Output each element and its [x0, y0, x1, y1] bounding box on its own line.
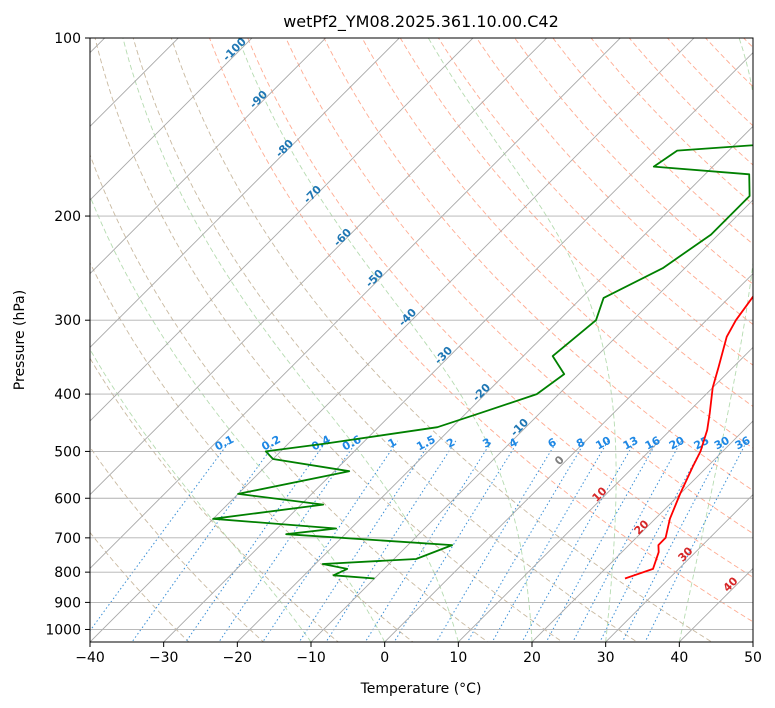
y-tick-label: 200 [54, 209, 81, 225]
dry-adiabat-line [247, 38, 753, 578]
mixing-ratio-line [90, 440, 231, 632]
x-tick-label: −10 [296, 650, 326, 666]
y-tick-label: 100 [54, 31, 81, 47]
mixing-ratio-line [572, 440, 682, 642]
y-tick-label: 800 [54, 565, 81, 581]
mixing-ratio-line [131, 440, 278, 642]
mixing-ratio-line [218, 440, 358, 642]
y-tick-label: 400 [54, 387, 81, 403]
x-tick-label: 10 [449, 650, 467, 666]
mixing-ratio-label: 36 [733, 434, 753, 453]
moist-adiabat-line [427, 38, 617, 642]
mixing-ratio-line [364, 440, 493, 642]
mixing-ratio-label: 13 [621, 434, 641, 453]
isotherm-line [163, 52, 753, 642]
dry-adiabat-line [476, 38, 753, 325]
mixing-ratio-line [644, 440, 748, 642]
dry-adiabat-line [170, 38, 713, 642]
x-tick-label: 0 [380, 650, 389, 666]
x-axis: −40 −30 −20 −10 0 10 20 30 40 50 [75, 642, 762, 666]
x-tick-label: −20 [223, 650, 253, 666]
y-axis-label: Pressure (hPa) [12, 290, 28, 390]
plot-frame [89, 37, 754, 643]
isotherm-line [90, 38, 474, 422]
mixing-ratio-label: 25 [692, 434, 712, 453]
y-tick-label: 900 [54, 595, 81, 611]
isotherm-line [90, 38, 327, 275]
dry-adiabat-line [132, 38, 638, 642]
moist-adiabat-line [90, 195, 386, 642]
y-tick-label: 600 [54, 491, 81, 507]
x-tick-label: −40 [75, 650, 105, 666]
dry-adiabat-line [90, 446, 265, 642]
mixing-ratio-line [325, 440, 457, 642]
isotherm-line [310, 199, 753, 642]
isotherm-line [531, 420, 753, 642]
mixing-ratio-line [435, 440, 558, 642]
isotherm-line [90, 38, 548, 496]
dry-adiabat-line [94, 38, 564, 642]
dry-adiabat-line [514, 38, 753, 285]
y-tick-label: 300 [54, 313, 81, 329]
series [212, 144, 753, 580]
x-tick-label: 30 [597, 650, 615, 666]
isotherm-line [90, 38, 400, 348]
isotherm-line [605, 494, 753, 642]
mixing-ratio-line [491, 440, 609, 642]
mixing-ratio-label: 20 [667, 434, 687, 453]
isotherm-line [90, 38, 695, 642]
isotherm-line [384, 273, 753, 642]
chart-title: wetPf2_YM08.2025.361.10.00.C42 [283, 12, 559, 32]
isotherm-line [236, 125, 753, 642]
dry-adiabat-line [399, 38, 753, 407]
x-tick-label: −30 [149, 650, 179, 666]
temperature-profile-line [624, 295, 753, 580]
mixing-ratio-lines [90, 440, 748, 642]
moist-adiabat-line [678, 38, 753, 642]
mixing-ratio-line [599, 440, 707, 642]
x-tick-label: 50 [744, 650, 762, 666]
isotherms [90, 38, 753, 642]
mixing-ratio-label: 10 [593, 434, 613, 453]
dry-adiabat-line [209, 38, 753, 623]
mixing-ratio-line [621, 440, 727, 642]
mixing-ratio-label: 30 [712, 434, 732, 453]
dewpoint-profile-line [212, 144, 753, 580]
y-tick-label: 1000 [45, 622, 81, 638]
isotherm-line [457, 346, 753, 642]
mixing-ratio-line [521, 440, 636, 642]
y-axis: 100 200 300 400 500 600 700 800 900 1000 [45, 31, 90, 638]
mixing-ratio-line [545, 440, 658, 642]
isotherm-line [90, 38, 179, 127]
x-tick-label: 20 [523, 650, 541, 666]
dry-adiabat-line [361, 38, 753, 449]
x-tick-label: 40 [670, 650, 688, 666]
mixing-ratio-label: 16 [643, 434, 663, 453]
dry-adiabat-line [90, 357, 339, 642]
y-tick-label: 700 [54, 531, 81, 547]
moist-adiabat-line [237, 38, 533, 642]
isotherm-line [90, 38, 621, 569]
y-tick-label: 500 [54, 444, 81, 460]
dry-adiabat-line [90, 531, 190, 642]
x-axis-label: Temperature (°C) [360, 681, 482, 697]
mixing-ratio-line [466, 440, 586, 642]
isotherm-line [90, 38, 253, 201]
moist-adiabat-line [122, 38, 459, 642]
